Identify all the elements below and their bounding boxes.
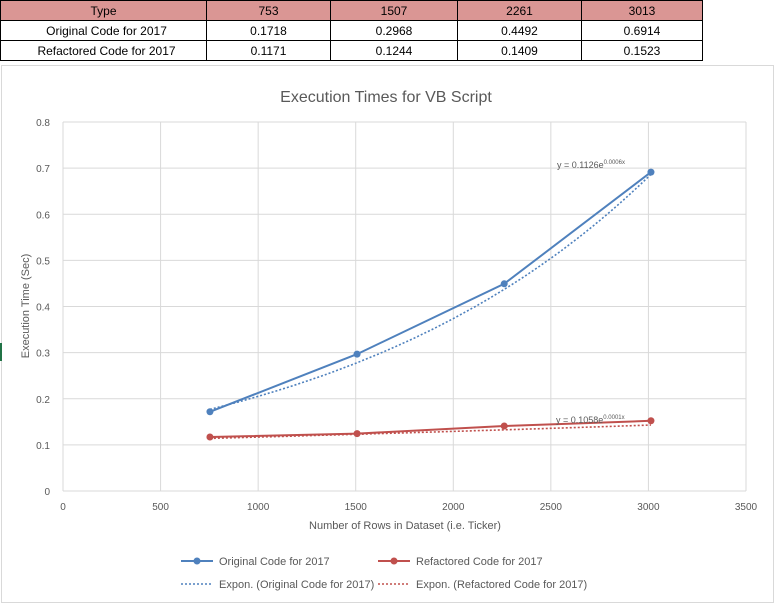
legend-item[interactable]: Expon. (Original Code for 2017)	[181, 579, 374, 591]
legend-item[interactable]: Refactored Code for 2017	[378, 556, 543, 568]
chart-area[interactable]	[1, 65, 774, 603]
table-header-cell[interactable]: 753	[206, 0, 331, 21]
trendline-original	[209, 173, 652, 411]
x-tick-label: 500	[152, 502, 169, 513]
series-line-original	[209, 171, 652, 413]
legend-label: Expon. (Original Code for 2017)	[219, 579, 374, 591]
table-header-cell[interactable]: Type	[0, 0, 207, 21]
x-tick-label: 1000	[247, 502, 270, 513]
legend-marker	[390, 557, 398, 565]
table-row: Original Code for 2017 0.1718 0.2968 0.4…	[0, 20, 703, 41]
table-row: Refactored Code for 2017 0.1171 0.1244 0…	[0, 40, 703, 61]
data-point	[500, 422, 508, 430]
y-tick-label: 0.8	[36, 118, 50, 129]
y-tick-label: 0.1	[36, 441, 50, 452]
series-points	[206, 168, 655, 441]
x-tick-label: 1500	[345, 502, 368, 513]
series-lines	[209, 171, 652, 438]
y-tick-label: 0	[44, 487, 50, 498]
trendlines	[209, 173, 652, 440]
data-table: Type 753 1507 2261 3013 Original Code fo…	[0, 0, 703, 61]
x-tick-label: 2500	[540, 502, 563, 513]
data-point	[647, 168, 655, 176]
table-header-cell[interactable]: 1507	[330, 0, 458, 21]
table-cell[interactable]: 0.6914	[581, 20, 703, 41]
data-point	[206, 408, 214, 416]
y-tick-label: 0.2	[36, 395, 50, 406]
y-axis-label: Execution Time (Sec)	[20, 254, 32, 359]
series-line-refactored	[209, 419, 652, 438]
legend-marker	[193, 557, 201, 565]
table-cell[interactable]: 0.1409	[457, 40, 582, 61]
legend-item[interactable]: Expon. (Refactored Code for 2017)	[378, 579, 587, 591]
trendline-refactored	[209, 424, 652, 440]
y-tick-label: 0.6	[36, 210, 50, 221]
legend: Original Code for 2017 Refactored Code fo…	[181, 556, 587, 591]
data-point	[353, 430, 361, 438]
table-cell[interactable]: 0.2968	[330, 20, 458, 41]
legend-label: Expon. (Refactored Code for 2017)	[416, 579, 587, 591]
legend-label: Refactored Code for 2017	[416, 556, 543, 568]
tick-labels: 0 500 1000 1500 2000 2500 3000 3500 0 0.1 0.2 0.3 0.…	[36, 118, 757, 513]
table-cell[interactable]: Refactored Code for 2017	[0, 40, 207, 61]
data-point	[353, 350, 361, 358]
y-tick-label: 0.5	[36, 256, 50, 267]
table-header-cell[interactable]: 3013	[581, 0, 703, 21]
trend-equations: y = 0.1126e0.0006x y = 0.1058e0.0001x	[556, 160, 625, 425]
trend-equation: y = 0.1058e0.0001x	[556, 415, 625, 425]
x-tick-label: 3500	[735, 502, 758, 513]
y-tick-label: 0.4	[36, 303, 50, 314]
chart-title: Execution Times for VB Script	[280, 89, 492, 106]
table-header-row: Type 753 1507 2261 3013	[0, 0, 703, 21]
legend-item[interactable]: Original Code for 2017	[181, 556, 330, 568]
y-tick-label: 0.7	[36, 164, 50, 175]
data-point	[647, 417, 655, 425]
x-axis-label: Number of Rows in Dataset (i.e. Ticker)	[309, 520, 501, 532]
table-cell[interactable]: 0.1244	[330, 40, 458, 61]
data-point	[206, 433, 214, 441]
table-cell[interactable]: 0.1523	[581, 40, 703, 61]
x-tick-label: 0	[60, 502, 66, 513]
y-tick-label: 0.3	[36, 349, 50, 360]
row-indicator-marker	[0, 343, 2, 361]
data-point	[500, 280, 508, 288]
grid-lines	[62, 121, 747, 492]
x-tick-label: 3000	[637, 502, 660, 513]
x-tick-label: 2000	[442, 502, 465, 513]
trend-equation: y = 0.1126e0.0006x	[557, 160, 625, 170]
legend-label: Original Code for 2017	[219, 556, 330, 568]
